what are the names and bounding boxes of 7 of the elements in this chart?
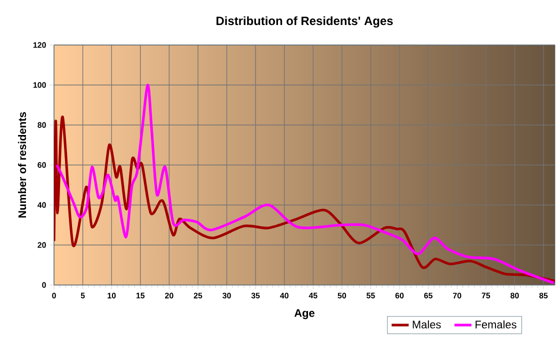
chart-title: Distribution of Residents' Ages	[216, 16, 393, 28]
legend-label: Females	[476, 320, 516, 328]
x-axis-title: Age	[294, 309, 314, 320]
line-series	[56, 84, 556, 284]
y-axis-title: Number of residents	[18, 112, 26, 218]
legend-label: Males	[412, 320, 441, 328]
line-series	[54, 116, 556, 282]
